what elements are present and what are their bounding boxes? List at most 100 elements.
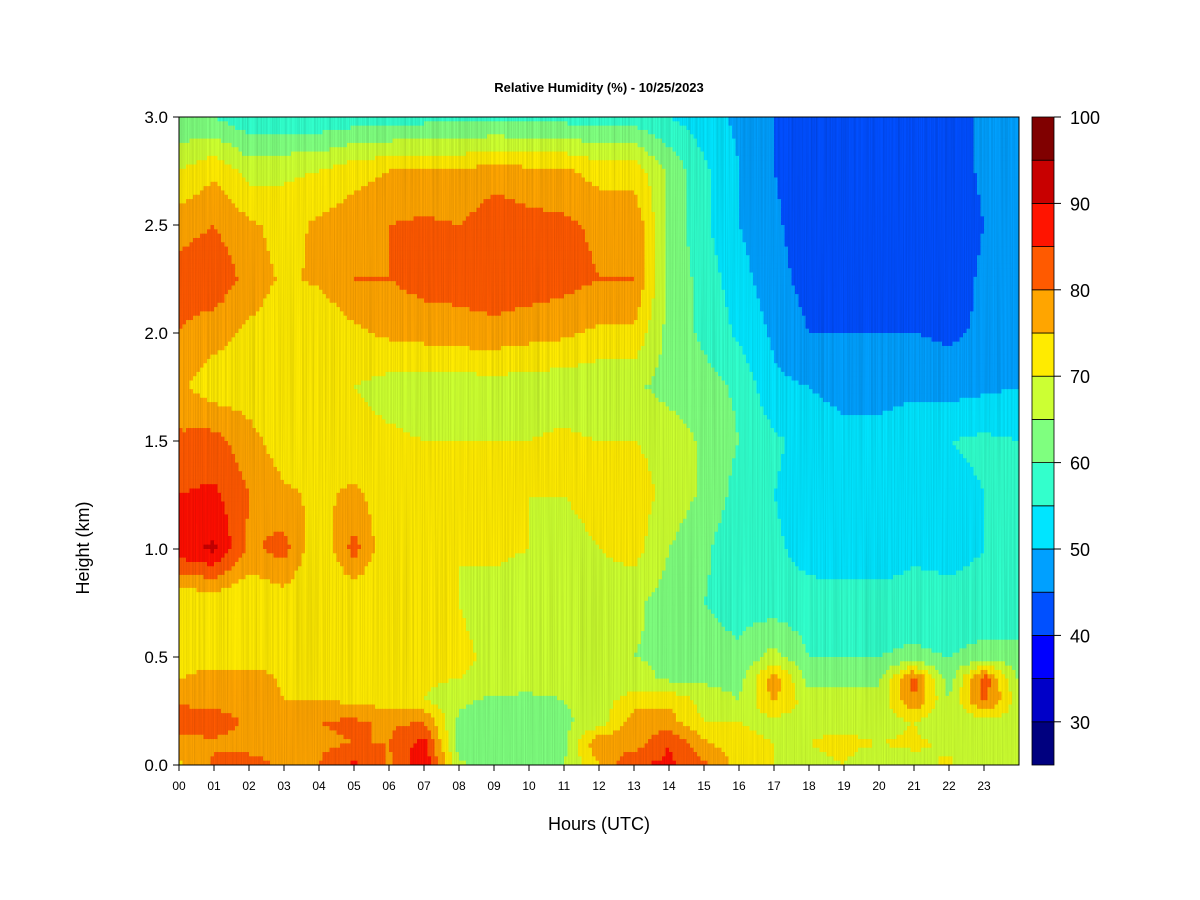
heatmap-cell xyxy=(977,168,982,174)
heatmap-cell xyxy=(532,125,537,131)
heatmap-cell xyxy=(546,138,551,144)
heatmap-cell xyxy=(595,168,600,174)
heatmap-cell xyxy=(427,129,432,135)
heatmap-cell xyxy=(522,181,527,187)
heatmap-cell xyxy=(679,168,684,174)
heatmap-cell xyxy=(714,203,719,209)
heatmap-cell xyxy=(921,168,926,174)
heatmap-cell xyxy=(417,160,422,166)
heatmap-cell xyxy=(434,117,439,122)
heatmap-cell xyxy=(830,155,835,161)
heatmap-cell xyxy=(900,168,905,174)
heatmap-cell xyxy=(777,138,782,144)
heatmap-cell xyxy=(1001,190,1006,196)
heatmap-cell xyxy=(679,134,684,140)
heatmap-cell xyxy=(760,134,765,140)
heatmap-cell xyxy=(252,134,257,140)
heatmap-cell xyxy=(896,125,901,131)
heatmap-cell xyxy=(301,129,306,135)
heatmap-cell xyxy=(819,134,824,140)
heatmap-cell xyxy=(651,155,656,161)
heatmap-cell xyxy=(634,194,639,200)
heatmap-cell xyxy=(830,117,835,122)
heatmap-cell xyxy=(907,186,912,192)
heatmap-cell xyxy=(210,147,215,153)
heatmap-cell xyxy=(186,160,191,166)
heatmap-cell xyxy=(998,160,1003,166)
heatmap-cell xyxy=(693,134,698,140)
heatmap-cell xyxy=(763,203,768,209)
heatmap-cell xyxy=(459,173,464,179)
heatmap-cell xyxy=(697,190,702,196)
heatmap-cell xyxy=(273,186,278,192)
heatmap-cell xyxy=(532,164,537,170)
heatmap-cell xyxy=(679,190,684,196)
heatmap-cell xyxy=(305,160,310,166)
heatmap-cell xyxy=(263,203,268,209)
heatmap-cell xyxy=(980,186,985,192)
heatmap-cell xyxy=(700,147,705,153)
heatmap-cell xyxy=(805,129,810,135)
heatmap-cell xyxy=(809,117,814,122)
heatmap-cell xyxy=(760,125,765,131)
heatmap-cell xyxy=(532,168,537,174)
heatmap-cell xyxy=(798,142,803,148)
heatmap-cell xyxy=(763,147,768,153)
heatmap-cell xyxy=(557,199,562,204)
heatmap-cell xyxy=(844,194,849,200)
heatmap-cell xyxy=(445,190,450,196)
heatmap-cell xyxy=(816,203,821,209)
heatmap-cell xyxy=(641,125,646,131)
heatmap-cell xyxy=(816,194,821,200)
heatmap-cell xyxy=(343,160,348,166)
heatmap-cell xyxy=(263,142,268,148)
heatmap-cell xyxy=(259,142,264,148)
heatmap-cell xyxy=(224,190,229,196)
heatmap-cell xyxy=(595,177,600,183)
heatmap-cell xyxy=(319,181,324,187)
heatmap-cell xyxy=(193,134,198,140)
heatmap-cell xyxy=(865,181,870,187)
heatmap-cell xyxy=(683,177,688,183)
heatmap-cell xyxy=(921,142,926,148)
heatmap-cell xyxy=(263,129,268,135)
heatmap-cell xyxy=(221,177,226,183)
heatmap-cell xyxy=(270,121,275,127)
heatmap-cell xyxy=(914,134,919,140)
heatmap-cell xyxy=(231,168,236,174)
heatmap-cell xyxy=(714,125,719,131)
heatmap-cell xyxy=(186,199,191,204)
heatmap-cell xyxy=(651,181,656,187)
heatmap-cell xyxy=(424,142,429,148)
heatmap-cell xyxy=(420,177,425,183)
heatmap-cell xyxy=(599,160,604,166)
heatmap-cell xyxy=(214,199,219,204)
heatmap-cell xyxy=(826,129,831,135)
heatmap-cell xyxy=(368,125,373,131)
heatmap-cell xyxy=(378,190,383,196)
heatmap-cell xyxy=(868,121,873,127)
heatmap-cell xyxy=(592,186,597,192)
heatmap-cell xyxy=(1005,164,1010,170)
heatmap-cell xyxy=(263,168,268,174)
heatmap-cell xyxy=(854,134,859,140)
heatmap-cell xyxy=(893,194,898,200)
heatmap-cell xyxy=(438,121,443,127)
heatmap-cell xyxy=(410,151,415,157)
heatmap-cell xyxy=(448,168,453,174)
heatmap-cell xyxy=(732,134,737,140)
heatmap-cell xyxy=(921,190,926,196)
heatmap-cell xyxy=(651,173,656,179)
heatmap-cell xyxy=(791,160,796,166)
heatmap-cell xyxy=(851,160,856,166)
heatmap-cell xyxy=(588,177,593,183)
heatmap-cell xyxy=(434,138,439,144)
heatmap-cell xyxy=(683,203,688,209)
heatmap-cell xyxy=(637,177,642,183)
heatmap-cell xyxy=(396,129,401,135)
heatmap-cell xyxy=(970,142,975,148)
heatmap-cell xyxy=(280,155,285,161)
heatmap-cell xyxy=(294,155,299,161)
heatmap-cell xyxy=(490,203,495,209)
heatmap-cell xyxy=(490,168,495,174)
